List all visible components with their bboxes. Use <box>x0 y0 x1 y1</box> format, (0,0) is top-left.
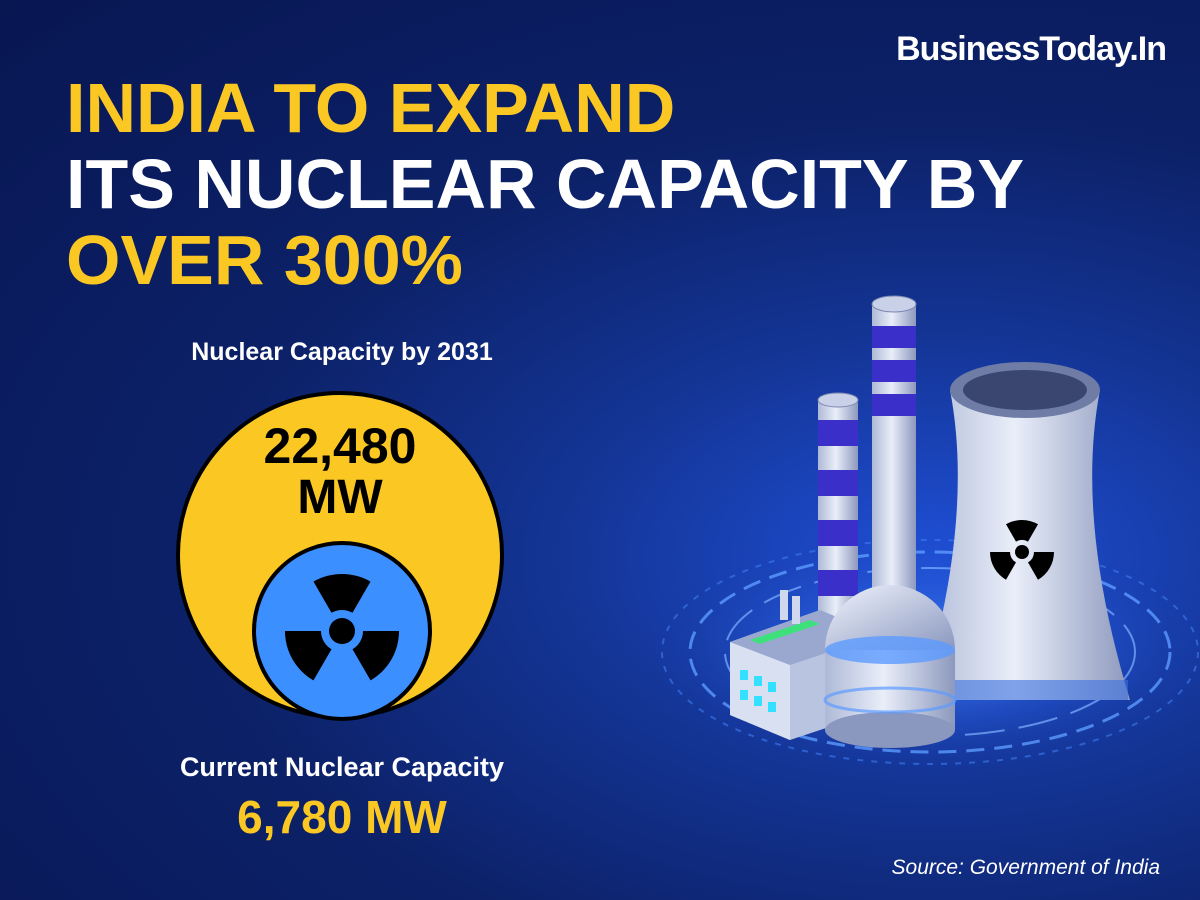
headline-line-3: OVER 300% <box>66 221 463 299</box>
reactor-dome <box>823 585 957 748</box>
nuclear-plant-illustration <box>650 295 1200 770</box>
radiation-icon <box>284 573 400 681</box>
cooling-tower <box>920 362 1130 700</box>
source-note: Source: Government of India <box>891 856 1160 879</box>
capacity-comparison-circles: 22,480 MW <box>176 391 504 721</box>
headline-line-1: INDIA TO EXPAND <box>66 69 676 147</box>
future-capacity-value: 22,480 <box>264 418 417 474</box>
headline: INDIA TO EXPAND ITS NUCLEAR CAPACITY BY … <box>66 70 1024 298</box>
future-capacity-label: Nuclear Capacity by 2031 <box>191 338 493 366</box>
brand-logo: BusinessToday.In <box>896 30 1167 68</box>
chimney-small <box>817 392 859 640</box>
future-capacity-unit: MW <box>297 471 383 524</box>
current-capacity-value: 6,780 MW <box>237 791 447 843</box>
headline-line-2: ITS NUCLEAR CAPACITY BY <box>66 145 1025 223</box>
chimney-tall <box>871 295 917 604</box>
current-capacity-label: Current Nuclear Capacity <box>179 752 505 782</box>
